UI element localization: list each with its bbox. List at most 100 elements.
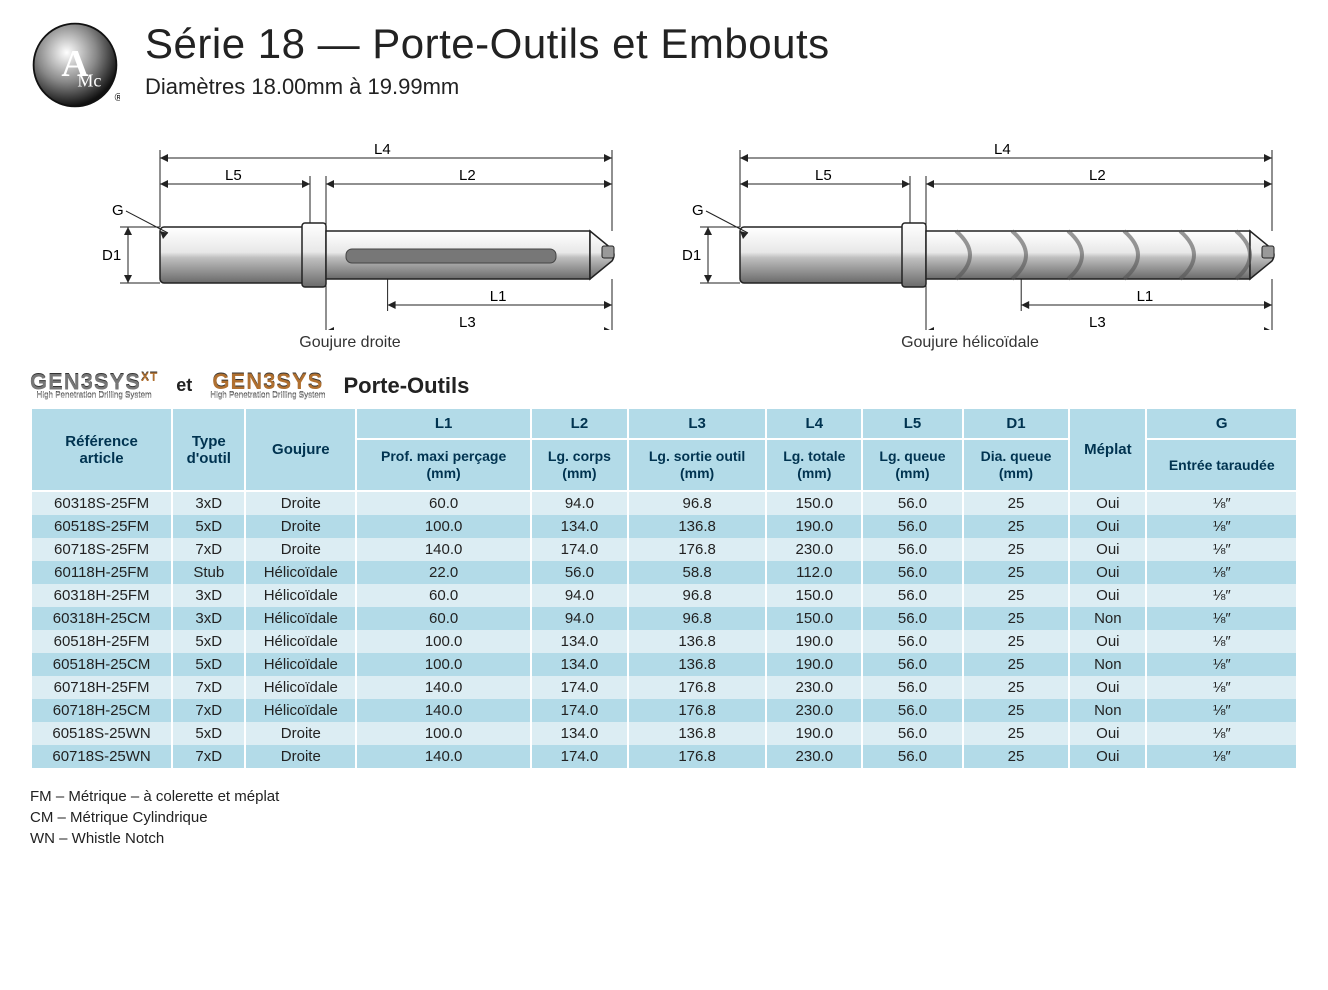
table-cell: 25 [963,630,1069,653]
svg-text:Mc: Mc [77,71,101,91]
table-cell: 56.0 [862,515,963,538]
table-row: 60718S-25WN7xDDroite140.0174.0176.8230.0… [31,745,1297,768]
table-cell: 60718H-25CM [31,699,172,722]
table-cell: 190.0 [766,722,862,745]
col-dim-D1: D1 [963,408,1069,439]
table-cell: 5xD [172,653,245,676]
table-cell: 25 [963,745,1069,768]
table-row: 60718H-25FM7xDHélicoïdale140.0174.0176.8… [31,676,1297,699]
table-cell: ⅛″ [1146,722,1297,745]
table-cell: 3xD [172,491,245,515]
table-cell: 176.8 [628,745,767,768]
table-cell: Droite [245,491,356,515]
table-cell: Hélicoïdale [245,630,356,653]
table-cell: 176.8 [628,538,767,561]
diagram-straight-svg: D1GL4L5L2L1L3 [80,140,620,330]
table-cell: 174.0 [531,699,628,722]
col-dim-L4: L4 [766,408,862,439]
table-row: 60318H-25FM3xDHélicoïdale60.094.096.8150… [31,584,1297,607]
svg-text:G: G [112,202,124,219]
table-cell: Hélicoïdale [245,676,356,699]
table-cell: 25 [963,699,1069,722]
table-cell: Oui [1069,538,1146,561]
table-cell: 60.0 [356,491,531,515]
table-cell: 5xD [172,722,245,745]
table-cell: 7xD [172,676,245,699]
diagram-helical: D1GL4L5L2L1L3 Goujure hélicoïdale [660,140,1280,352]
table-cell: 190.0 [766,630,862,653]
table-cell: Non [1069,653,1146,676]
table-cell: 150.0 [766,491,862,515]
col-dim-meplat: Méplat [1069,408,1146,491]
table-cell: 56.0 [531,561,628,584]
table-cell: Oui [1069,584,1146,607]
table-cell: 190.0 [766,653,862,676]
table-cell: Oui [1069,491,1146,515]
table-cell: 3xD [172,584,245,607]
table-cell: Oui [1069,515,1146,538]
table-cell: 174.0 [531,538,628,561]
table-cell: Oui [1069,676,1146,699]
table-cell: 58.8 [628,561,767,584]
table-cell: 60.0 [356,607,531,630]
diagram-row: D1GL4L5L2L1L3 Goujure droite D1GL4L5L2L1… [80,140,1298,352]
brand-row: GEN3SYSXT High Penetration Drilling Syst… [30,372,1298,399]
svg-text:®: ® [115,92,120,104]
page-subtitle: Diamètres 18.00mm à 19.99mm [145,74,830,100]
table-cell: 112.0 [766,561,862,584]
brand-gen3sys: GEN3SYS High Penetration Drilling System [210,372,325,399]
table-cell: 174.0 [531,745,628,768]
table-cell: 94.0 [531,607,628,630]
table-row: 60318S-25FM3xDDroite60.094.096.8150.056.… [31,491,1297,515]
table-cell: 230.0 [766,676,862,699]
table-cell: 100.0 [356,630,531,653]
table-cell: 56.0 [862,538,963,561]
table-cell: 96.8 [628,584,767,607]
table-cell: 60118H-25FM [31,561,172,584]
table-cell: 136.8 [628,653,767,676]
svg-text:L3: L3 [1089,314,1106,330]
table-cell: 56.0 [862,561,963,584]
svg-text:L3: L3 [459,314,476,330]
diagram-helical-caption: Goujure hélicoïdale [901,334,1039,352]
table-cell: ⅛″ [1146,630,1297,653]
footnote-line: FM – Métrique – à colerette et méplat [30,786,1298,807]
table-cell: 60518S-25FM [31,515,172,538]
table-row: 60118H-25FMStubHélicoïdale22.056.058.811… [31,561,1297,584]
col-sub-D1: Dia. queue(mm) [963,439,1069,491]
table-cell: 60518H-25FM [31,630,172,653]
table-cell: 96.8 [628,491,767,515]
table-cell: 25 [963,561,1069,584]
table-cell: Stub [172,561,245,584]
col-sub-L2: Lg. corps(mm) [531,439,628,491]
table-cell: ⅛″ [1146,584,1297,607]
table-cell: 56.0 [862,722,963,745]
table-cell: 136.8 [628,722,767,745]
table-cell: 60718S-25FM [31,538,172,561]
table-cell: 56.0 [862,699,963,722]
table-cell: ⅛″ [1146,676,1297,699]
brand-connector: et [176,375,192,396]
svg-text:L4: L4 [374,141,391,158]
table-row: 60518H-25FM5xDHélicoïdale100.0134.0136.8… [31,630,1297,653]
table-cell: ⅛″ [1146,745,1297,768]
table-cell: 25 [963,538,1069,561]
brand-gen3sys-xt: GEN3SYSXT High Penetration Drilling Syst… [30,372,158,399]
table-cell: 25 [963,491,1069,515]
col-sub-G: Entrée taraudée [1146,439,1297,491]
table-cell: 136.8 [628,515,767,538]
table-dim-row: RéférencearticleTyped'outilGoujureL1L2L3… [31,408,1297,439]
table-cell: 56.0 [862,676,963,699]
table-cell: Oui [1069,722,1146,745]
table-cell: 25 [963,515,1069,538]
table-row: 60718H-25CM7xDHélicoïdale140.0174.0176.8… [31,699,1297,722]
brand-logo-icon: A Mc ® [30,20,120,110]
table-cell: 230.0 [766,699,862,722]
col-ref: Référencearticle [31,408,172,491]
table-cell: Oui [1069,630,1146,653]
table-cell: 60518H-25CM [31,653,172,676]
footnote-line: WN – Whistle Notch [30,828,1298,849]
col-dim-L1: L1 [356,408,531,439]
table-cell: Hélicoïdale [245,699,356,722]
table-cell: Hélicoïdale [245,653,356,676]
